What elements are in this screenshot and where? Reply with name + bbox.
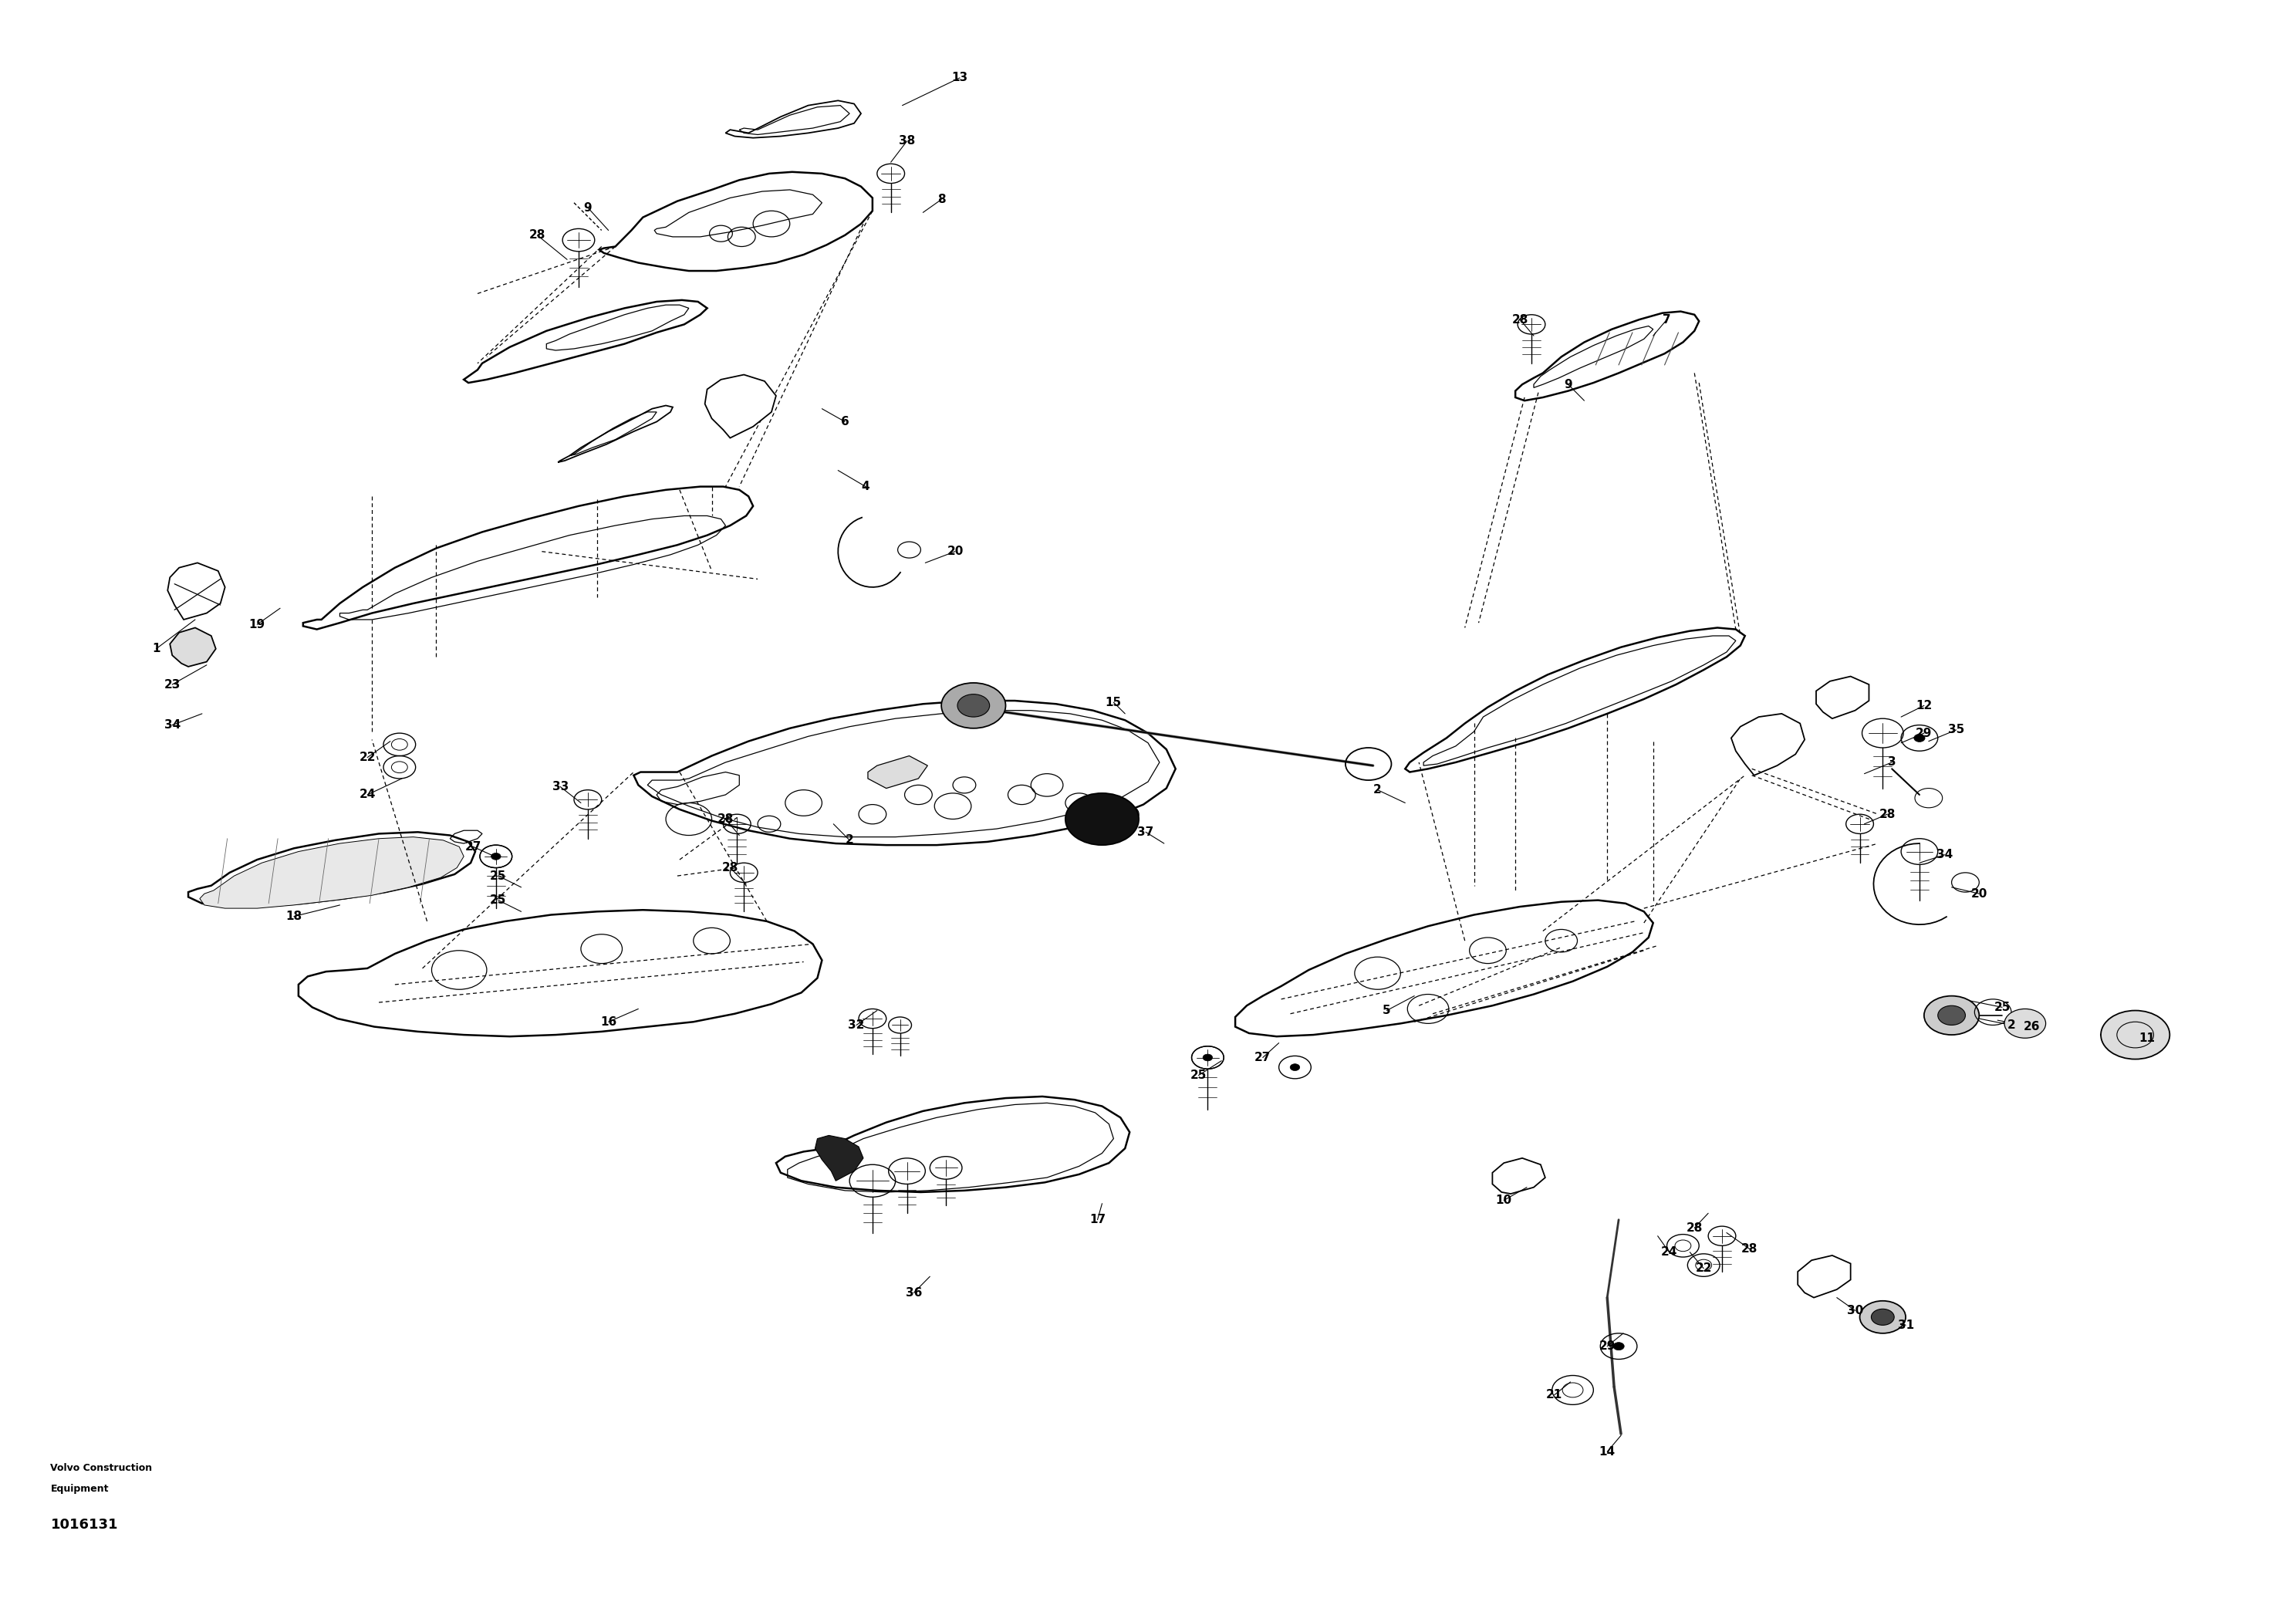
Polygon shape [726, 101, 861, 138]
Text: 1016131: 1016131 [51, 1518, 117, 1531]
Text: 3: 3 [1887, 756, 1896, 769]
Text: 28: 28 [528, 229, 546, 242]
Text: Volvo Construction: Volvo Construction [51, 1463, 152, 1473]
Polygon shape [298, 910, 822, 1036]
Text: 30: 30 [1846, 1304, 1864, 1317]
Text: 15: 15 [1104, 696, 1123, 709]
Polygon shape [464, 300, 707, 383]
Text: 19: 19 [248, 618, 266, 631]
Text: 20: 20 [1970, 887, 1988, 900]
Text: 32: 32 [847, 1019, 866, 1032]
Text: 7: 7 [1662, 313, 1671, 326]
Text: 27: 27 [464, 840, 482, 853]
Text: 5: 5 [1382, 1004, 1391, 1017]
Text: 18: 18 [285, 910, 303, 923]
Text: 22: 22 [358, 751, 377, 764]
Circle shape [1065, 793, 1139, 845]
Polygon shape [1405, 628, 1745, 772]
Text: 2: 2 [2007, 1019, 2016, 1032]
Circle shape [1924, 996, 1979, 1035]
Text: 25: 25 [1993, 1001, 2011, 1014]
Polygon shape [705, 375, 776, 438]
Polygon shape [1235, 900, 1653, 1036]
Text: 25: 25 [1189, 1069, 1208, 1082]
Polygon shape [634, 701, 1176, 845]
Text: 28: 28 [1511, 313, 1529, 326]
Text: 12: 12 [1915, 699, 1933, 712]
Circle shape [2101, 1011, 2170, 1059]
Text: 28: 28 [716, 813, 735, 826]
Text: 22: 22 [1694, 1262, 1713, 1275]
Polygon shape [558, 406, 673, 462]
Circle shape [1203, 1054, 1212, 1061]
Circle shape [1915, 735, 1924, 741]
Text: 25: 25 [489, 894, 507, 907]
Text: 34: 34 [163, 719, 181, 732]
Circle shape [2004, 1009, 2046, 1038]
Polygon shape [599, 172, 872, 271]
Polygon shape [1515, 311, 1699, 401]
Text: 29: 29 [1598, 1340, 1616, 1353]
Polygon shape [188, 832, 475, 907]
Text: 33: 33 [551, 780, 569, 793]
Text: 34: 34 [1936, 848, 1954, 861]
Text: 11: 11 [2138, 1032, 2156, 1045]
Text: 24: 24 [1660, 1246, 1678, 1259]
Text: 36: 36 [905, 1286, 923, 1299]
Circle shape [1871, 1309, 1894, 1325]
Circle shape [941, 683, 1006, 728]
Text: 28: 28 [721, 861, 739, 874]
Polygon shape [303, 487, 753, 629]
Text: 24: 24 [358, 788, 377, 801]
Text: 17: 17 [1088, 1213, 1107, 1226]
Text: 38: 38 [898, 135, 916, 148]
Text: 16: 16 [599, 1015, 618, 1028]
Text: 9: 9 [583, 201, 592, 214]
Text: 13: 13 [951, 71, 969, 84]
Text: 25: 25 [489, 869, 507, 882]
Text: 37: 37 [1137, 826, 1155, 839]
Text: 2: 2 [1373, 783, 1382, 796]
Polygon shape [200, 837, 464, 908]
Circle shape [1290, 1064, 1300, 1071]
Text: 28: 28 [1740, 1242, 1759, 1255]
Text: 20: 20 [946, 545, 964, 558]
Text: 4: 4 [861, 480, 870, 493]
Polygon shape [815, 1135, 863, 1181]
Text: 29: 29 [1915, 727, 1933, 740]
Text: 9: 9 [1564, 378, 1573, 391]
Text: Equipment: Equipment [51, 1484, 108, 1494]
Text: 1: 1 [152, 642, 161, 655]
Circle shape [1938, 1006, 1965, 1025]
Text: 35: 35 [1947, 723, 1965, 736]
Polygon shape [776, 1096, 1130, 1192]
Circle shape [491, 853, 501, 860]
Text: 2: 2 [845, 834, 854, 847]
Circle shape [957, 694, 990, 717]
Text: 28: 28 [1685, 1221, 1704, 1234]
Text: 6: 6 [840, 415, 850, 428]
Text: 21: 21 [1545, 1388, 1564, 1401]
Polygon shape [170, 628, 216, 667]
Circle shape [1614, 1343, 1623, 1350]
Text: 14: 14 [1598, 1445, 1616, 1458]
Text: 8: 8 [937, 193, 946, 206]
Text: 23: 23 [163, 678, 181, 691]
Circle shape [1860, 1301, 1906, 1333]
Text: 27: 27 [1254, 1051, 1272, 1064]
Text: 26: 26 [2023, 1020, 2041, 1033]
Polygon shape [868, 756, 928, 788]
Text: 10: 10 [1495, 1194, 1513, 1207]
Text: 28: 28 [1878, 808, 1896, 821]
Text: 31: 31 [1896, 1319, 1915, 1332]
